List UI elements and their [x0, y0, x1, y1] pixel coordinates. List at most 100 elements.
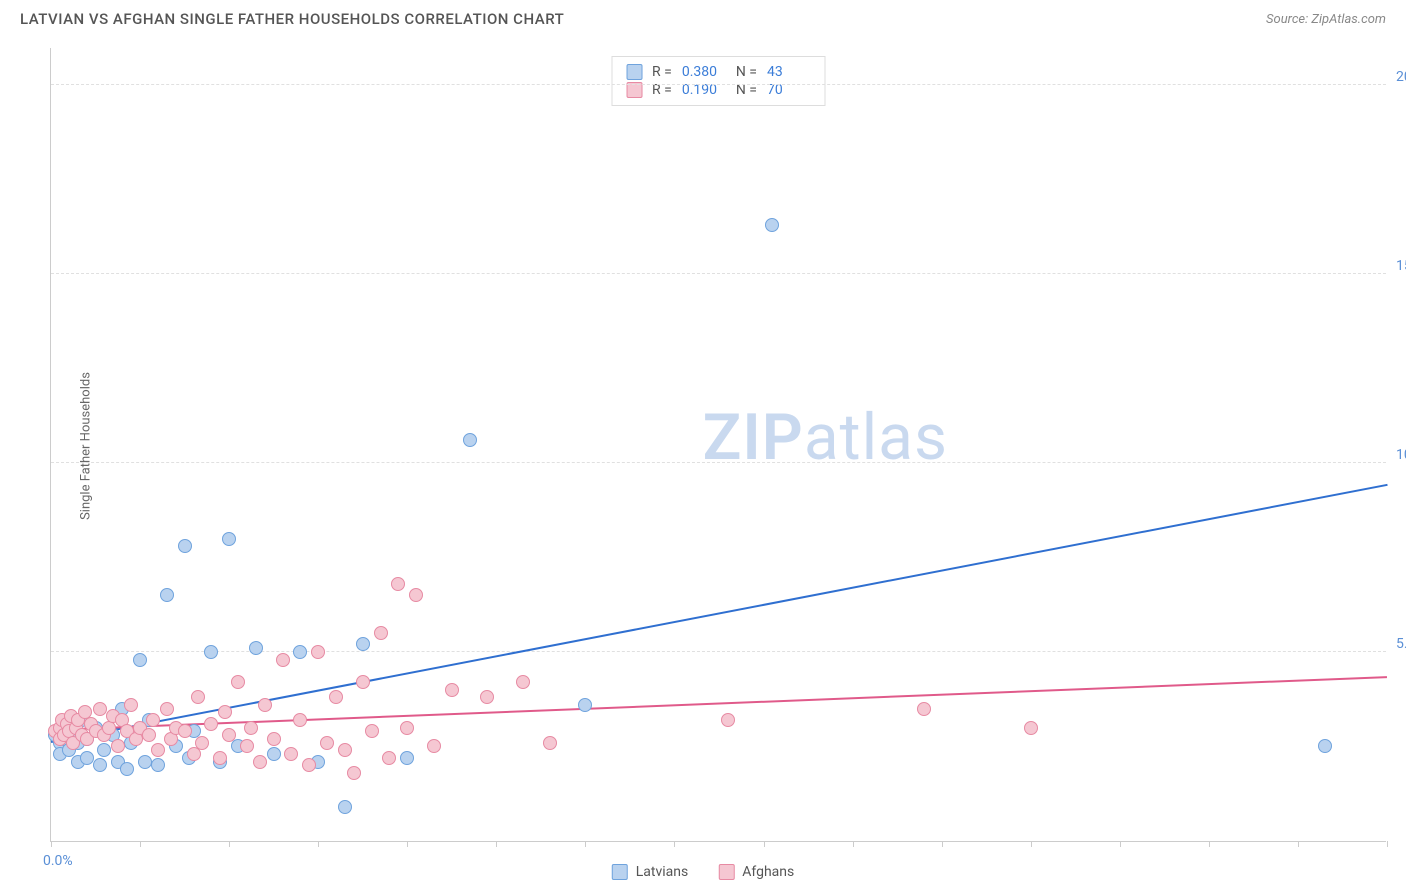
r-label: R =	[652, 64, 672, 80]
data-point	[124, 698, 138, 712]
legend-label: Afghans	[742, 864, 794, 880]
data-point	[578, 698, 592, 712]
data-point	[543, 736, 557, 750]
data-point	[320, 736, 334, 750]
data-point	[267, 747, 281, 761]
data-point	[917, 702, 931, 716]
r-value: 0.380	[682, 64, 726, 80]
x-tick	[1387, 841, 1388, 847]
data-point	[427, 739, 441, 753]
data-point	[400, 721, 414, 735]
data-point	[146, 713, 160, 727]
data-point	[1318, 739, 1332, 753]
data-point	[93, 702, 107, 716]
watermark: ZIPatlas	[703, 400, 948, 475]
data-point	[356, 637, 370, 651]
x-tick	[407, 841, 408, 847]
data-point	[204, 717, 218, 731]
legend-item: Latvians	[612, 864, 689, 880]
gridline	[51, 84, 1386, 85]
data-point	[374, 626, 388, 640]
x-tick	[1120, 841, 1121, 847]
legend-swatch	[612, 864, 628, 880]
stats-legend-box: R =0.380N =43R =0.190N =70	[611, 56, 826, 106]
x-tick	[496, 841, 497, 847]
data-point	[445, 683, 459, 697]
legend-item: Afghans	[718, 864, 794, 880]
data-point	[463, 433, 477, 447]
data-point	[80, 751, 94, 765]
gridline	[51, 462, 1386, 463]
legend-label: Latvians	[636, 864, 689, 880]
data-point	[244, 721, 258, 735]
data-point	[240, 739, 254, 753]
n-label: N =	[736, 64, 757, 80]
data-point	[356, 675, 370, 689]
y-tick-label: 15.0%	[1396, 258, 1406, 274]
data-point	[178, 724, 192, 738]
data-point	[293, 713, 307, 727]
data-point	[400, 751, 414, 765]
series-legend: Latvians Afghans	[612, 864, 794, 880]
data-point	[160, 702, 174, 716]
y-tick-label: 5.0%	[1396, 636, 1406, 652]
data-point	[222, 532, 236, 546]
data-point	[231, 675, 245, 689]
data-point	[142, 728, 156, 742]
data-point	[204, 645, 218, 659]
legend-swatch	[718, 864, 734, 880]
scatter-chart: ZIPatlas R =0.380N =43R =0.190N =70 0.0%…	[50, 48, 1386, 842]
data-point	[1024, 721, 1038, 735]
data-point	[258, 698, 272, 712]
data-point	[151, 758, 165, 772]
data-point	[151, 743, 165, 757]
data-point	[133, 653, 147, 667]
data-point	[284, 747, 298, 761]
data-point	[222, 728, 236, 742]
data-point	[276, 653, 290, 667]
data-point	[97, 743, 111, 757]
x-axis-min-label: 0.0%	[43, 853, 73, 869]
data-point	[516, 675, 530, 689]
x-tick	[764, 841, 765, 847]
data-point	[187, 747, 201, 761]
data-point	[311, 645, 325, 659]
data-point	[347, 766, 361, 780]
x-tick	[140, 841, 141, 847]
page-title: LATVIAN VS AFGHAN SINGLE FATHER HOUSEHOL…	[20, 10, 564, 28]
source-credit: Source: ZipAtlas.com	[1266, 12, 1386, 27]
data-point	[253, 755, 267, 769]
n-value: 43	[767, 64, 811, 80]
x-tick	[1031, 841, 1032, 847]
data-point	[213, 751, 227, 765]
data-point	[409, 588, 423, 602]
data-point	[267, 732, 281, 746]
data-point	[178, 539, 192, 553]
y-tick-label: 10.0%	[1396, 447, 1406, 463]
data-point	[111, 739, 125, 753]
data-point	[93, 758, 107, 772]
data-point	[338, 800, 352, 814]
data-point	[195, 736, 209, 750]
gridline	[51, 273, 1386, 274]
data-point	[382, 751, 396, 765]
data-point	[160, 588, 174, 602]
x-tick	[318, 841, 319, 847]
data-point	[191, 690, 205, 704]
x-tick	[585, 841, 586, 847]
data-point	[249, 641, 263, 655]
stats-row: R = 0.380 N = 43	[626, 63, 811, 81]
data-point	[120, 762, 134, 776]
data-point	[365, 724, 379, 738]
x-tick	[1209, 841, 1210, 847]
data-point	[480, 690, 494, 704]
x-tick	[942, 841, 943, 847]
series-swatch	[626, 64, 642, 80]
x-tick	[853, 841, 854, 847]
data-point	[765, 218, 779, 232]
data-point	[338, 743, 352, 757]
x-tick	[51, 841, 52, 847]
data-point	[391, 577, 405, 591]
data-point	[293, 645, 307, 659]
data-point	[302, 758, 316, 772]
